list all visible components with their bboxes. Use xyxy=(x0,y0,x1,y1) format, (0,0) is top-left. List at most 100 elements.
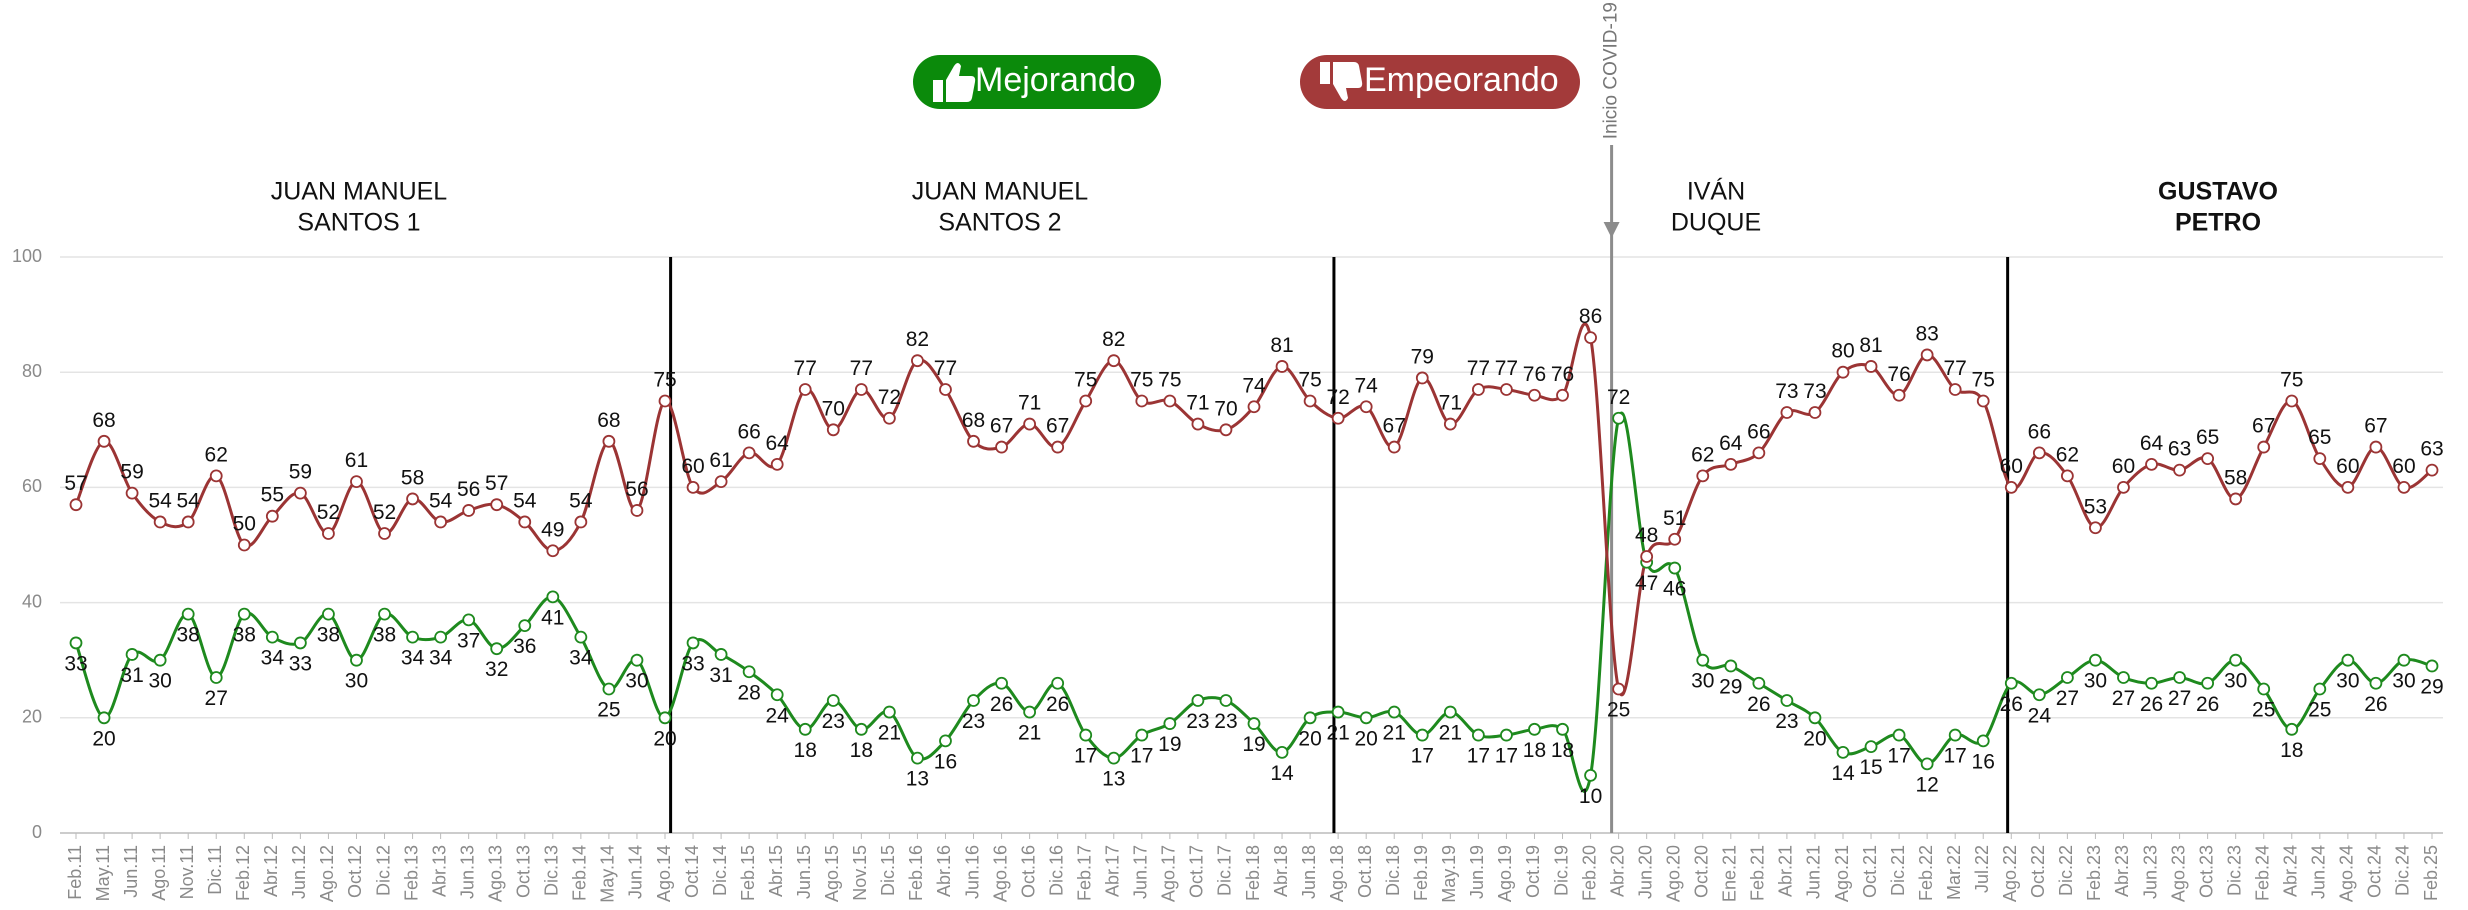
data-point xyxy=(1696,469,1710,483)
data-label: 77 xyxy=(850,357,873,380)
data-point xyxy=(1724,659,1738,673)
data-point xyxy=(1808,711,1822,725)
x-tick-label: Ago.13 xyxy=(485,845,505,902)
y-tick-label: 0 xyxy=(32,822,42,842)
x-tick-label: Feb.19 xyxy=(1411,845,1431,901)
data-point xyxy=(686,480,700,494)
data-label: 46 xyxy=(1663,578,1686,601)
data-label: 30 xyxy=(2392,670,2415,693)
data-point xyxy=(97,434,111,448)
data-label: 61 xyxy=(709,449,732,472)
data-label: 54 xyxy=(569,490,593,513)
data-label: 25 xyxy=(597,699,620,722)
data-point xyxy=(742,446,756,460)
x-tick-label: Dic.11 xyxy=(205,845,225,895)
x-tick-label: Abr.17 xyxy=(1103,845,1123,897)
data-point xyxy=(1107,751,1121,765)
data-label: 64 xyxy=(1719,432,1743,455)
data-point xyxy=(1471,383,1485,396)
data-point xyxy=(1303,711,1317,725)
data-point xyxy=(1864,740,1878,753)
data-point xyxy=(1836,365,1850,379)
data-point xyxy=(2397,653,2411,667)
data-label: 20 xyxy=(92,727,115,750)
data-label: 14 xyxy=(1831,762,1855,785)
data-point xyxy=(181,515,195,529)
data-point xyxy=(995,440,1008,454)
data-label: 77 xyxy=(794,357,817,380)
data-label: 29 xyxy=(2420,676,2443,699)
x-tick-label: Ago.21 xyxy=(1832,845,1852,902)
data-point xyxy=(1808,406,1822,419)
x-tick-label: Jun.11 xyxy=(121,845,141,898)
data-point xyxy=(574,515,588,529)
data-point xyxy=(2117,671,2130,684)
data-point xyxy=(1135,394,1149,408)
data-point xyxy=(2425,659,2439,673)
data-label: 71 xyxy=(1439,392,1462,415)
data-point xyxy=(2285,722,2299,736)
data-label: 25 xyxy=(2252,699,2275,722)
data-label: 25 xyxy=(2308,699,2331,722)
x-tick-label: Feb.15 xyxy=(738,845,758,901)
data-point xyxy=(2229,492,2243,506)
data-point xyxy=(770,457,784,471)
data-point xyxy=(350,653,363,667)
data-point xyxy=(630,504,644,517)
data-point xyxy=(686,636,700,650)
period-title: PETRO xyxy=(2175,209,2261,237)
x-tick-label: Feb.20 xyxy=(1579,845,1599,901)
data-point xyxy=(1107,354,1121,368)
legend-badge xyxy=(1300,55,1580,109)
data-point xyxy=(1584,769,1597,782)
data-point xyxy=(911,354,924,368)
data-label: 21 xyxy=(1326,722,1349,745)
data-point xyxy=(490,498,504,512)
data-label: 75 xyxy=(653,369,676,392)
data-point xyxy=(939,734,952,748)
data-label: 30 xyxy=(345,670,368,693)
data-point xyxy=(2285,394,2299,408)
data-label: 17 xyxy=(1944,745,1967,768)
data-label: 27 xyxy=(205,687,228,710)
data-point xyxy=(350,475,363,489)
x-tick-label: Abr.16 xyxy=(934,845,954,897)
data-point xyxy=(882,705,896,719)
data-label: 75 xyxy=(1130,369,1153,392)
x-tick-label: Jun.23 xyxy=(2140,845,2160,899)
data-label: 29 xyxy=(1719,676,1742,699)
data-label: 54 xyxy=(177,490,201,513)
data-point xyxy=(2060,469,2074,483)
data-label: 24 xyxy=(766,704,790,727)
period-title: JUAN MANUEL xyxy=(912,178,1089,206)
data-label: 34 xyxy=(429,647,453,670)
data-point xyxy=(2145,676,2158,690)
data-point xyxy=(1668,532,1682,546)
data-point xyxy=(1051,440,1065,454)
data-point xyxy=(1780,406,1794,419)
data-label: 68 xyxy=(597,409,620,432)
data-point xyxy=(967,434,980,448)
x-tick-label: Ago.11 xyxy=(149,845,169,901)
data-label: 33 xyxy=(681,652,704,675)
data-label: 60 xyxy=(681,455,704,478)
thumbs-up-icon xyxy=(933,63,976,102)
period-title: DUQUE xyxy=(1671,209,1761,237)
data-point xyxy=(69,636,83,650)
x-tick-label: Jun.15 xyxy=(794,845,814,899)
data-label: 24 xyxy=(2028,704,2052,727)
data-point xyxy=(826,423,840,437)
data-point xyxy=(602,434,616,448)
data-label: 21 xyxy=(1018,722,1041,745)
x-tick-label: Dic.14 xyxy=(710,845,730,896)
data-label: 10 xyxy=(1579,785,1602,808)
data-point xyxy=(1275,745,1289,759)
data-label: 82 xyxy=(1102,328,1125,351)
x-tick-label: Ago.14 xyxy=(654,845,674,902)
x-tick-label: Ago.15 xyxy=(822,845,842,902)
data-point xyxy=(1415,728,1429,742)
data-point xyxy=(714,475,728,489)
data-point xyxy=(1247,717,1261,730)
data-point xyxy=(1976,734,1990,748)
data-point xyxy=(1640,550,1654,563)
